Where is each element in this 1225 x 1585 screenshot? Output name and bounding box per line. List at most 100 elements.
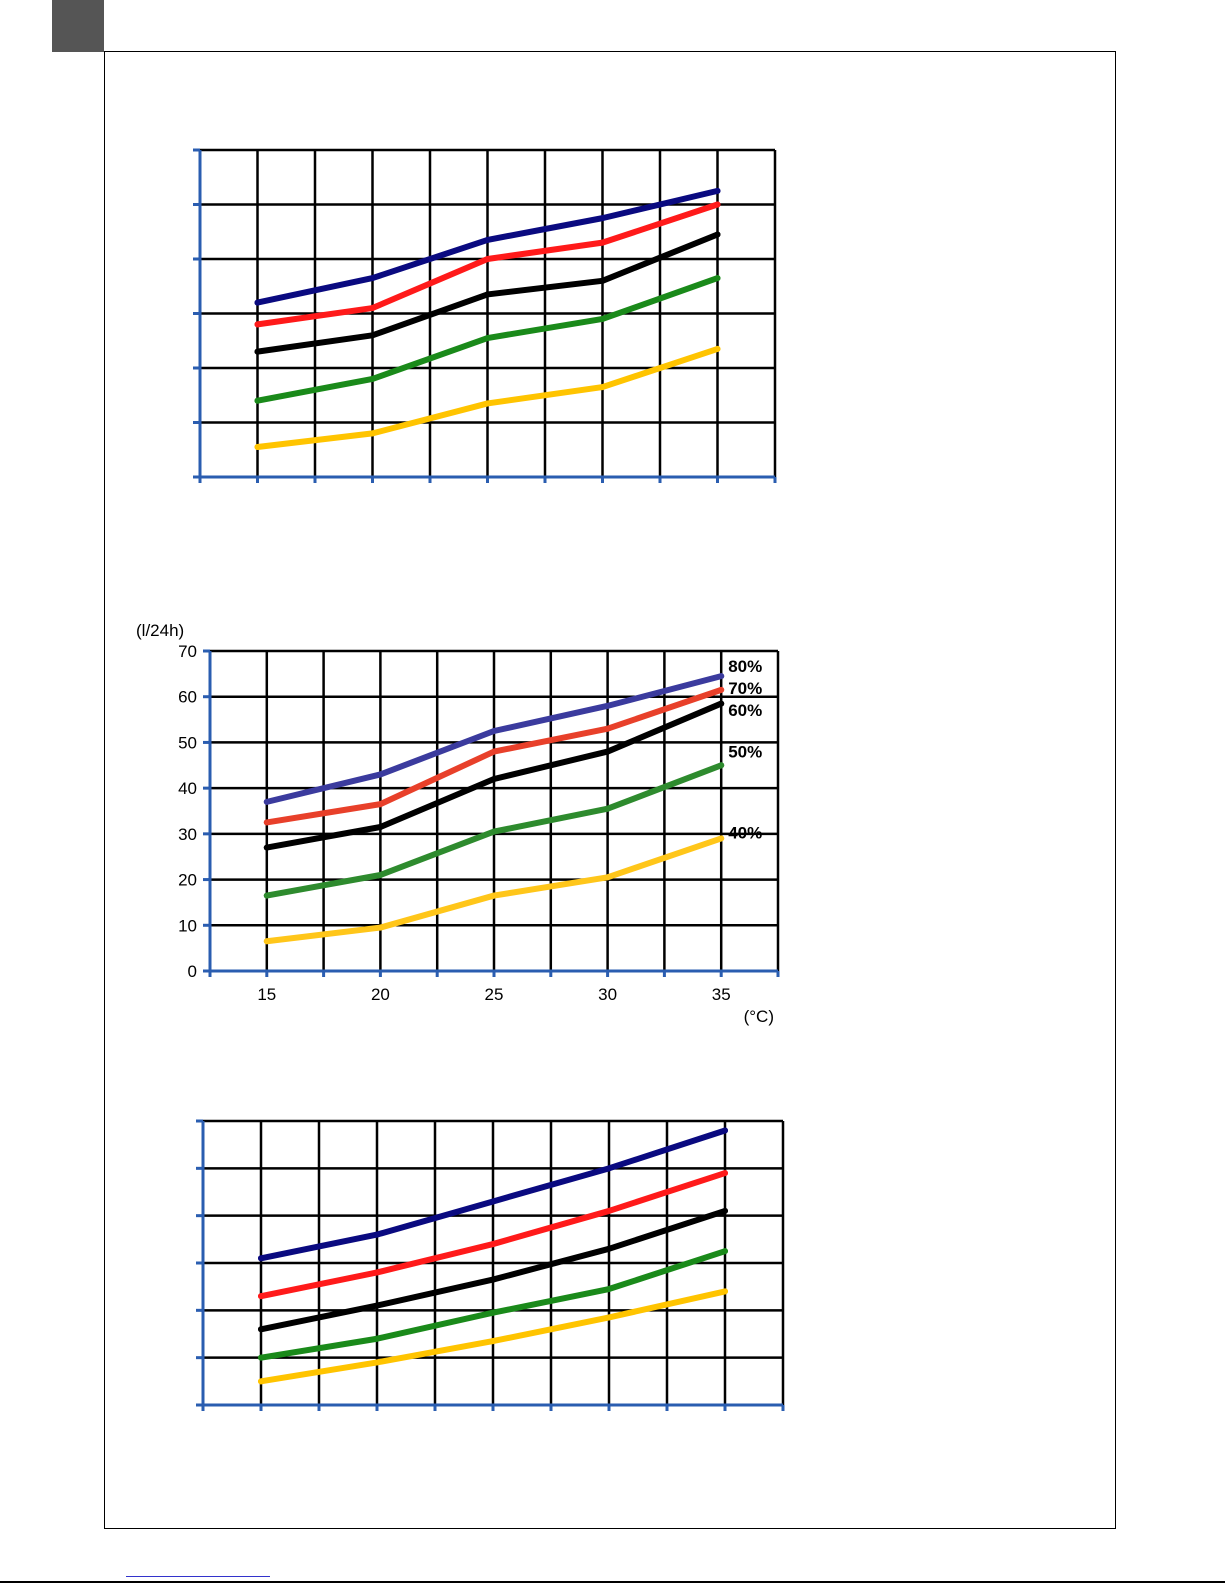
data-point [599, 315, 606, 322]
x-tick-label: 20 [371, 985, 390, 1004]
footer-link-underline [126, 1576, 270, 1577]
data-point [718, 686, 725, 693]
data-point [599, 277, 606, 284]
data-point [484, 256, 491, 262]
y-tick-label: 40 [178, 779, 197, 798]
data-point [606, 1245, 612, 1252]
data-point [374, 1231, 380, 1238]
data-point [484, 335, 491, 342]
data-point [490, 1338, 496, 1345]
data-point [718, 673, 725, 680]
data-point [263, 819, 270, 826]
series-label: 40% [728, 823, 762, 842]
data-point [718, 762, 725, 769]
data-point [369, 275, 376, 282]
data-point [258, 1326, 264, 1333]
data-point [490, 1276, 496, 1283]
series-label: 60% [728, 701, 762, 720]
y-tick-label: 10 [178, 916, 197, 935]
data-point [258, 1354, 264, 1361]
data-point [484, 236, 491, 243]
data-point [722, 1288, 728, 1295]
chart-bottom [196, 1119, 785, 1411]
data-point [377, 872, 384, 878]
data-point [374, 1269, 380, 1276]
data-point [377, 924, 384, 931]
data-point [484, 291, 491, 298]
data-point [258, 1255, 264, 1262]
data-point [722, 1207, 728, 1214]
data-point [258, 1378, 264, 1385]
data-point [606, 1165, 612, 1172]
data-point [254, 444, 261, 451]
data-point [599, 239, 606, 246]
y-tick-label: 20 [178, 871, 197, 890]
data-point [599, 215, 606, 222]
data-point [254, 397, 261, 404]
y-tick-label: 70 [178, 642, 197, 661]
data-point [604, 725, 611, 732]
data-point [606, 1286, 612, 1293]
data-point [718, 700, 725, 707]
corner-block [52, 0, 104, 52]
data-point [718, 835, 725, 842]
data-point [606, 1207, 612, 1214]
data-point [714, 201, 721, 208]
chart-middle: 0 10 20 30 40 50 60 70 15 20 25 30 35 (l/24h) (°C) 80% 7… [136, 621, 780, 1026]
data-point [369, 430, 376, 437]
x-tick-label: 35 [712, 985, 731, 1004]
data-point [374, 1359, 380, 1366]
x-tick-label: 15 [257, 985, 276, 1004]
data-point [369, 375, 376, 382]
data-point [606, 1314, 612, 1321]
data-point [491, 748, 497, 755]
data-point [714, 345, 721, 352]
chart-top [193, 148, 777, 483]
series-label: 50% [728, 742, 762, 761]
data-point [491, 776, 497, 782]
data-point [377, 824, 384, 830]
data-point [254, 299, 261, 306]
y-tick-label: 0 [188, 962, 197, 981]
data-point [722, 1170, 728, 1177]
page-frame [104, 51, 1116, 1529]
data-point [374, 1335, 380, 1342]
data-point [258, 1293, 264, 1300]
data-point [491, 892, 497, 899]
data-point [377, 801, 384, 808]
y-tick-label: 60 [178, 688, 197, 707]
data-point [604, 702, 611, 709]
x-axis-label: (°C) [744, 1007, 774, 1026]
data-point [491, 728, 497, 734]
data-point [490, 1198, 496, 1205]
data-point [254, 321, 261, 328]
data-point [714, 275, 721, 282]
grid [198, 148, 777, 479]
data-point [714, 231, 721, 238]
series-label: 70% [728, 679, 762, 698]
footer-rule [0, 1581, 1225, 1583]
x-tick-label: 30 [598, 985, 617, 1004]
data-point [714, 187, 721, 194]
data-point [490, 1241, 496, 1248]
data-point [374, 1302, 380, 1309]
series-label: 80% [728, 657, 762, 676]
data-point [722, 1127, 728, 1134]
y-tick-label: 50 [178, 733, 197, 752]
data-point [604, 748, 611, 755]
data-point [491, 828, 497, 835]
data-point [263, 844, 270, 851]
data-point [490, 1309, 496, 1316]
data-point [254, 348, 261, 355]
data-point [599, 384, 606, 391]
y-axis-label: (l/24h) [136, 621, 184, 640]
data-point [604, 874, 611, 881]
data-point [722, 1248, 728, 1255]
data-point [263, 892, 270, 899]
x-tick-label: 25 [485, 985, 504, 1004]
y-tick-label: 30 [178, 825, 197, 844]
data-point [263, 798, 270, 805]
data-point [377, 771, 384, 778]
data-point [604, 805, 611, 812]
data-point [369, 305, 376, 312]
